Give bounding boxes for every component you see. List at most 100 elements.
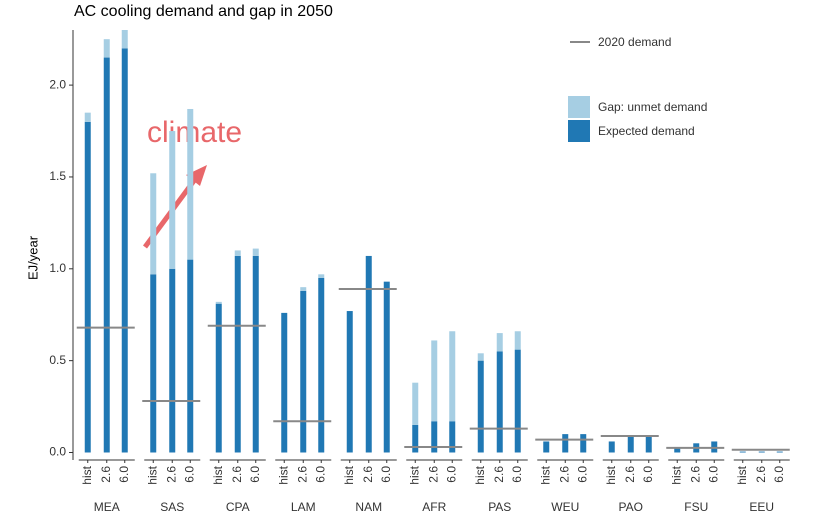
bar-segment: [627, 435, 634, 453]
x-tick-label: 6.0: [444, 466, 458, 483]
x-tick-label: 2.6: [164, 466, 178, 483]
group-label: CPA: [226, 500, 250, 514]
arrow-head: [186, 165, 207, 186]
bar-segment: [514, 331, 521, 350]
x-tick-label: 2.6: [688, 466, 702, 483]
bar-segment: [215, 303, 222, 453]
bar-segment: [318, 274, 325, 278]
x-tick-label: hist: [604, 465, 618, 484]
bar-segment: [252, 248, 259, 256]
x-tick-label: hist: [145, 465, 159, 484]
x-tick-label: 2.6: [426, 466, 440, 483]
annotation: climate: [147, 116, 242, 149]
x-tick-label: 2.6: [295, 466, 309, 483]
x-tick-label: 2.6: [557, 466, 571, 483]
x-tick-label: 6.0: [182, 466, 196, 483]
legend-label: 2020 demand: [598, 35, 671, 49]
x-tick-label: 6.0: [706, 466, 720, 483]
x-tick-label: 2.6: [361, 466, 375, 483]
chart-title: AC cooling demand and gap in 2050: [74, 3, 333, 20]
bar-segment: [103, 57, 110, 453]
bar-segment: [318, 277, 325, 453]
x-tick-label: 2.6: [623, 466, 637, 483]
x-tick-label: hist: [407, 465, 421, 484]
x-tick-label: 2.6: [99, 466, 113, 483]
x-tick-label: hist: [669, 465, 683, 484]
group-label: SAS: [160, 500, 184, 514]
x-tick-label: hist: [473, 465, 487, 484]
bar-segment: [477, 353, 484, 361]
bar-segment: [608, 441, 615, 453]
bar-segment: [169, 268, 176, 453]
bar-segment: [215, 301, 222, 304]
bar-segment: [739, 451, 746, 453]
y-tick-label: 2.0: [49, 77, 66, 91]
bar-segment: [514, 349, 521, 453]
bar-segment: [121, 30, 128, 49]
x-tick-label: hist: [211, 465, 225, 484]
y-axis-label: EJ/year: [25, 235, 40, 280]
x-tick-label: 6.0: [575, 466, 589, 483]
group-label: FSU: [684, 500, 708, 514]
bar-segment: [776, 451, 783, 453]
legend-swatch: [568, 96, 590, 118]
bar-segment: [84, 112, 91, 122]
group-label: PAO: [619, 500, 643, 514]
bar-segment: [150, 274, 157, 453]
bar-segment: [449, 421, 456, 453]
bar-segment: [580, 434, 587, 453]
bar-segment: [431, 421, 438, 453]
x-tick-label: 6.0: [379, 466, 393, 483]
bar-segment: [84, 121, 91, 453]
legend-label: Gap: unmet demand: [598, 100, 707, 114]
group-label: LAM: [291, 500, 316, 514]
bar-segment: [477, 360, 484, 453]
group-label: AFR: [422, 500, 446, 514]
y-tick-label: 1.0: [49, 261, 66, 275]
bar-segment: [412, 382, 419, 425]
bar-segment: [383, 281, 390, 453]
y-tick-label: 1.5: [49, 169, 66, 183]
legend-swatch: [568, 120, 590, 142]
legend-label: Expected demand: [598, 124, 695, 138]
bar-segment: [169, 131, 176, 269]
bar-segment: [103, 39, 110, 58]
x-tick-label: 2.6: [230, 466, 244, 483]
group-label: WEU: [551, 500, 579, 514]
bar-segment: [496, 333, 503, 352]
x-tick-label: 6.0: [117, 466, 131, 483]
bar-segment: [674, 446, 681, 453]
x-tick-label: 2.6: [754, 466, 768, 483]
x-tick-label: hist: [276, 465, 290, 484]
x-tick-label: 6.0: [248, 466, 262, 483]
bar-segment: [496, 351, 503, 453]
bar-segment: [645, 435, 652, 453]
bar-segment: [431, 340, 438, 422]
x-tick-label: hist: [80, 465, 94, 484]
bar-segment: [234, 255, 241, 453]
x-tick-label: 6.0: [510, 466, 524, 483]
group-label: MEA: [94, 500, 120, 514]
x-tick-label: 6.0: [313, 466, 327, 483]
x-tick-label: 6.0: [641, 466, 655, 483]
bar-segment: [300, 287, 307, 291]
bar-segment: [449, 331, 456, 422]
bar-segment: [234, 250, 241, 256]
x-tick-label: hist: [342, 465, 356, 484]
bar-segment: [187, 108, 194, 260]
bar-segment: [562, 434, 569, 453]
bar-segment: [150, 173, 157, 275]
y-tick-label: 0.5: [49, 353, 66, 367]
x-tick-label: hist: [538, 465, 552, 484]
bar-segment: [252, 255, 259, 453]
x-tick-label: 2.6: [492, 466, 506, 483]
bar-segment: [543, 441, 550, 453]
x-tick-label: hist: [735, 465, 749, 484]
bar-segment: [346, 311, 353, 453]
bar-segment: [300, 290, 307, 453]
group-label: NAM: [355, 500, 382, 514]
bar-segment: [281, 312, 288, 453]
y-tick-label: 0.0: [49, 445, 66, 459]
